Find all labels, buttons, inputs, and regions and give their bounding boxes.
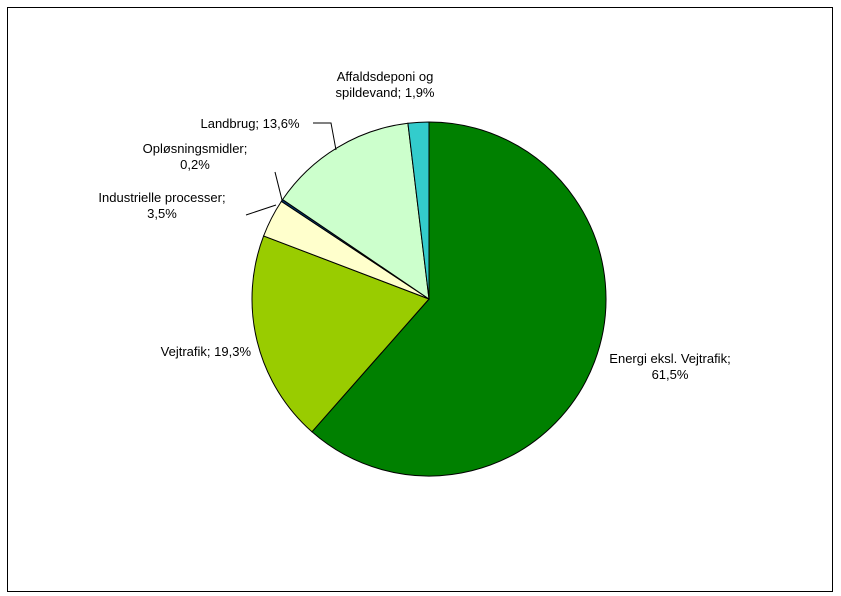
label-line: Vejtrafik; 19,3% bbox=[161, 344, 252, 359]
leader-line-landbrug bbox=[313, 122, 337, 151]
slice-labels: Energi eksl. Vejtrafik; 61,5% Vejtrafik; 1… bbox=[98, 69, 730, 382]
label-vejtrafik: Vejtrafik; 19,3% bbox=[161, 344, 252, 359]
label-line: spildevand; 1,9% bbox=[335, 85, 434, 100]
label-landbrug: Landbrug; 13,6% bbox=[200, 116, 299, 131]
label-industrielle-processer: Industrielle processer; 3,5% bbox=[98, 190, 225, 221]
label-line: 3,5% bbox=[147, 206, 177, 221]
slice-affaldsdeponi-og-spildevand bbox=[407, 121, 430, 300]
label-oplosningsmidler: Opløsningsmidler; 0,2% bbox=[143, 141, 248, 172]
label-energi-eksl-vejtrafik: Energi eksl. Vejtrafik; 61,5% bbox=[609, 351, 730, 382]
label-affaldsdeponi-og-spildevand: Affaldsdeponi og spildevand; 1,9% bbox=[335, 69, 434, 100]
slice-energi-eksl-vejtrafik bbox=[311, 121, 607, 477]
label-line: Industrielle processer; bbox=[98, 190, 225, 205]
label-line: 0,2% bbox=[180, 157, 210, 172]
slice-landbrug bbox=[281, 122, 430, 301]
pie-slices bbox=[251, 121, 607, 477]
leader-line-oplosningsmidler bbox=[274, 171, 283, 201]
slice-vejtrafik bbox=[251, 235, 430, 433]
label-line: Affaldsdeponi og bbox=[337, 69, 434, 84]
label-line: Energi eksl. Vejtrafik; bbox=[609, 351, 730, 366]
leader-line-industrielle-processer bbox=[245, 204, 277, 216]
leader-lines bbox=[245, 122, 337, 216]
label-line: 61,5% bbox=[652, 367, 689, 382]
label-line: Landbrug; 13,6% bbox=[200, 116, 299, 131]
label-line: Opløsningsmidler; bbox=[143, 141, 248, 156]
